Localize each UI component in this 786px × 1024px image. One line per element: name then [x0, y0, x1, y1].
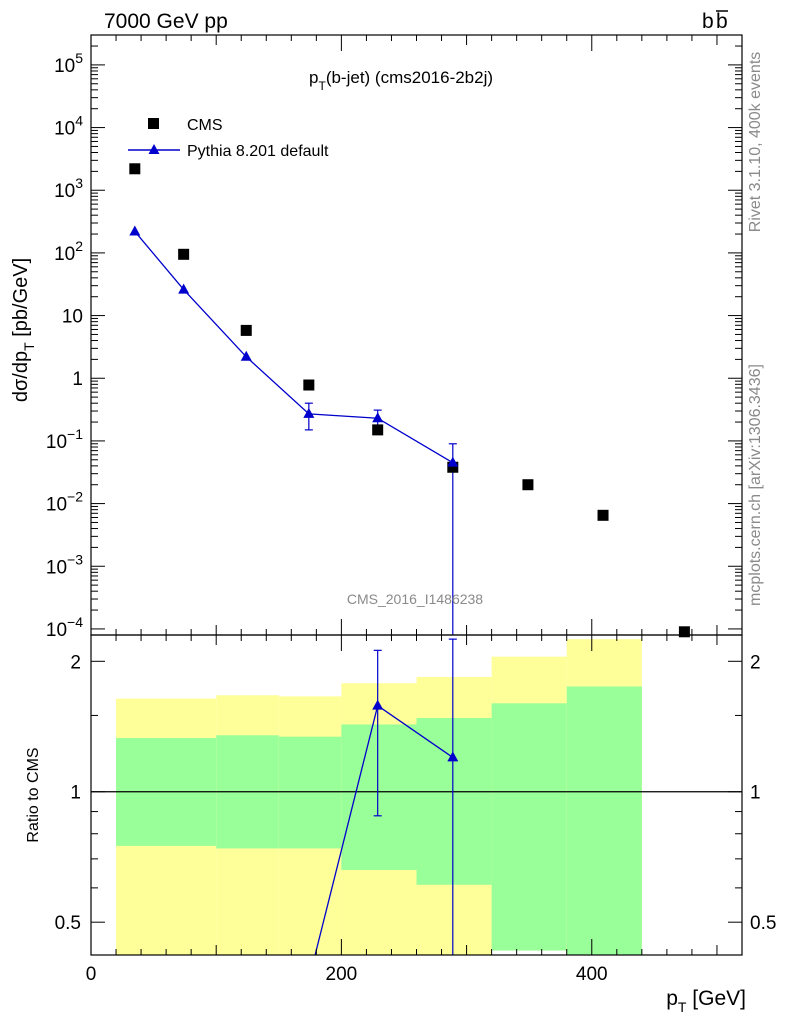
header-right-b: b — [702, 10, 714, 33]
main-y-tick-exp: −2 — [67, 489, 83, 505]
ratio-pythia-point — [372, 699, 384, 710]
xlabel-sub: T — [678, 999, 687, 1015]
main-y-tick-exp: 2 — [75, 238, 83, 254]
pythia-data-point — [372, 412, 384, 423]
ratio-y-tick-label-right: 0.5 — [750, 913, 776, 934]
cms-data-point — [447, 461, 459, 473]
ratio-y-tick-label-right: 2 — [750, 652, 761, 673]
main-y-tick-label: 102 — [54, 238, 83, 265]
xlabel-rest: [GeV] — [686, 987, 746, 1010]
legend: CMS Pythia 8.201 default — [128, 117, 329, 160]
ratio-pythia-point — [447, 751, 459, 762]
ylabel-part-1: dσ/dp — [10, 351, 32, 402]
main-y-tick-label: 104 — [54, 113, 83, 140]
ratio-y-ticks: 0.5 0.5 1 1 2 2 — [55, 652, 777, 934]
pythia-line — [134, 231, 454, 464]
pythia-data-point — [178, 283, 190, 294]
pythia-data-point — [129, 225, 141, 236]
ratio-panel: 0.5 0.5 1 1 2 2 0 200 400 Ratio to CMS pT [GeV] — [25, 634, 777, 1015]
cms-data-point — [597, 509, 609, 521]
ratio-x-tick-label: 0 — [86, 964, 97, 985]
ratio-x-ticks: 0 200 400 — [86, 635, 743, 985]
ratio-band-inner — [566, 686, 642, 955]
main-x-ticks — [90, 35, 743, 635]
mcplots-side-text: mcplots.cern.ch [arXiv:1306.3436] — [747, 364, 764, 606]
main-y-tick-label: 105 — [54, 50, 83, 77]
ratio-y-tick-label-left: 0.5 — [55, 913, 81, 934]
ratio-y-tick-label-left: 2 — [70, 652, 81, 673]
plot-title-main: p — [309, 68, 318, 87]
watermark: CMS_2016_I1486238 — [347, 591, 483, 607]
main-y-tick-base: 10 — [46, 620, 67, 641]
pythia-data-point — [447, 456, 459, 467]
ratio-marks — [314, 638, 459, 956]
cms-data-point — [522, 479, 534, 491]
main-y-tick-exp: −4 — [67, 614, 83, 630]
main-y-tick-label: 10 — [62, 307, 83, 328]
main-y-tick-base: 10 — [54, 181, 75, 202]
ratio-band-inner — [341, 724, 417, 870]
plot-title: pT(b-jet) (cms2016-2b2j) — [309, 68, 493, 93]
main-y-tick-base: 10 — [46, 495, 67, 516]
main-y-tick-label: 1 — [72, 369, 83, 390]
plot-title-rest: (b-jet) (cms2016-2b2j) — [326, 68, 493, 87]
main-y-tick-base: 10 — [54, 56, 75, 77]
main-y-tick-exp: 3 — [75, 175, 83, 191]
main-y-tick-exp: −1 — [67, 426, 83, 442]
legend-cms-label: CMS — [187, 117, 223, 134]
main-y-tick-exp: 5 — [75, 50, 83, 66]
rivet-side-text: Rivet 3.1.10, 400k events — [747, 52, 764, 233]
ratio-bands — [116, 639, 642, 955]
cms-data-point — [240, 324, 252, 336]
main-y-tick-base: 10 — [46, 557, 67, 578]
main-y-tick-base: 10 — [54, 244, 75, 265]
ratio-band-inner — [491, 703, 567, 951]
header-right-bbar: b — [716, 10, 728, 33]
main-y-tick-label: 10−1 — [46, 426, 83, 453]
main-y-tick-exp: −3 — [67, 551, 83, 567]
cms-data-point — [178, 248, 190, 260]
main-marks — [129, 163, 690, 638]
header-left: 7000 GeV pp — [104, 10, 228, 33]
xlabel-main: p — [666, 987, 678, 1010]
plot-title-sub: T — [318, 79, 326, 93]
main-y-tick-label: 10−4 — [46, 614, 83, 641]
cms-data-point — [303, 379, 315, 391]
cms-data-point — [678, 626, 690, 638]
cms-data-point — [129, 163, 141, 175]
ratio-band-inner — [416, 717, 492, 885]
ratio-y-tick-label-right: 1 — [750, 783, 761, 804]
ylabel-part-3: [pb/GeV] — [10, 258, 32, 343]
ratio-x-tick-label: 200 — [326, 964, 358, 985]
header-right: b b — [702, 10, 728, 33]
ratio-x-tick-label: 400 — [576, 964, 608, 985]
ratio-y-tick-label-left: 1 — [70, 783, 81, 804]
legend-pythia-label: Pythia 8.201 default — [187, 143, 329, 160]
pythia-data-point — [303, 407, 315, 418]
main-y-tick-label: 10−2 — [46, 489, 83, 516]
main-y-tick-label: 10−3 — [46, 551, 83, 578]
main-y-axis-label: dσ/dpT [pb/GeV] — [10, 258, 37, 402]
cms-data-point — [372, 424, 384, 436]
x-axis-label: pT [GeV] — [666, 987, 746, 1015]
main-y-tick-exp: 4 — [75, 113, 83, 129]
pythia-data-point — [240, 350, 252, 361]
legend-cms-marker — [148, 118, 159, 129]
main-y-tick-base: 10 — [54, 119, 75, 140]
main-y-tick-base: 1 — [72, 369, 83, 390]
ratio-y-axis-label: Ratio to CMS — [25, 747, 42, 842]
main-y-tick-base: 10 — [62, 307, 83, 328]
main-y-tick-label: 103 — [54, 175, 83, 202]
ylabel-part-2: T — [21, 342, 37, 351]
legend-pythia-marker — [148, 144, 160, 154]
ratio-band-inner — [278, 736, 342, 849]
main-y-tick-base: 10 — [46, 432, 67, 453]
